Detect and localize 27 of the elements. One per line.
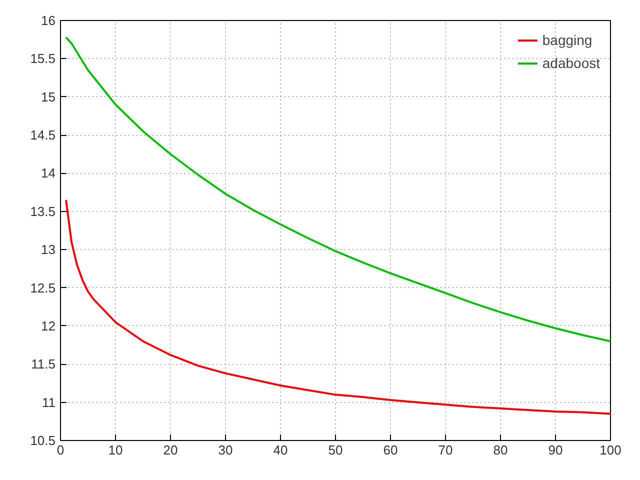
y-tick-label: 13.5 xyxy=(30,204,56,219)
x-tick-label: 40 xyxy=(273,442,288,458)
x-tick-label: 30 xyxy=(218,442,233,458)
y-tick-label: 15 xyxy=(41,89,56,104)
y-tick-label: 15.5 xyxy=(30,51,56,66)
x-tick-label: 10 xyxy=(108,442,123,458)
x-tick-label: 0 xyxy=(56,442,64,458)
x-tick-label: 20 xyxy=(163,442,178,458)
x-tick-label: 100 xyxy=(600,442,622,458)
y-tick-label: 16 xyxy=(41,13,56,28)
y-tick-label: 12.5 xyxy=(30,280,56,296)
x-tick-label: 80 xyxy=(493,442,508,458)
y-tick-label: 14 xyxy=(41,166,56,181)
y-tick-label: 11 xyxy=(42,394,56,410)
x-tick-label: 70 xyxy=(438,442,453,458)
y-tick-label: 14.5 xyxy=(30,128,56,143)
y-tick-label: 10.5 xyxy=(30,433,56,448)
y-tick-label: 12 xyxy=(41,318,56,334)
line-series xyxy=(65,198,610,415)
x-tick-label: 60 xyxy=(383,442,398,458)
y-tick-label: 11.5 xyxy=(31,356,56,372)
y-tick-label: 13 xyxy=(41,242,56,258)
x-tick-label: 90 xyxy=(548,442,563,458)
legend-label: bagging xyxy=(542,32,592,48)
line-series xyxy=(65,36,610,342)
legend-label: adaboost xyxy=(542,55,600,71)
x-tick-label: 50 xyxy=(328,442,343,458)
